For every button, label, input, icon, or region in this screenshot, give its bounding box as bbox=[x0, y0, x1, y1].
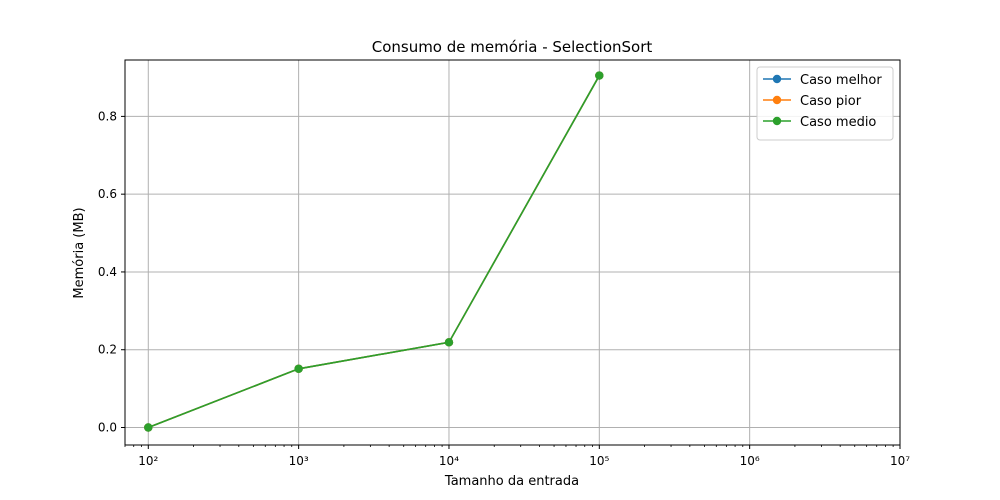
legend: Caso melhor Caso pior Caso medio bbox=[756, 66, 894, 141]
series-line bbox=[147, 75, 601, 429]
y-tick-label: 0.2 bbox=[98, 343, 117, 357]
series-line bbox=[147, 75, 601, 429]
x-tick-label: 10⁴ bbox=[439, 454, 459, 468]
x-axis-label: Tamanho da entrada bbox=[444, 474, 579, 489]
data-point bbox=[595, 71, 604, 80]
legend-swatch-marker bbox=[772, 74, 782, 84]
series-caso-pior bbox=[144, 71, 604, 432]
y-tick-label: 0.0 bbox=[98, 421, 117, 435]
series-caso-medio bbox=[144, 71, 604, 432]
x-tick-label: 10⁶ bbox=[740, 454, 760, 468]
y-tick-label: 0.4 bbox=[98, 265, 117, 279]
y-axis-label: Memória (MB) bbox=[72, 207, 87, 298]
y-tick-label: 0.6 bbox=[98, 187, 117, 201]
legend-swatch-marker bbox=[772, 116, 782, 126]
series-lines bbox=[144, 71, 604, 432]
legend-label: Caso melhor bbox=[800, 73, 882, 88]
series-line bbox=[147, 75, 601, 429]
data-point bbox=[444, 338, 454, 347]
axis-ticks: 10² 10³ 10⁴ 10⁵ 10⁶ 10⁷ 0.0 0.2 0.4 0.6 0.8 bbox=[98, 109, 910, 468]
chart-title: Consumo de memória - SelectionSort bbox=[372, 38, 653, 56]
data-point bbox=[294, 364, 303, 373]
x-tick-label: 10³ bbox=[289, 454, 309, 468]
plot-frame bbox=[124, 59, 901, 446]
y-tick-label: 0.8 bbox=[98, 109, 117, 123]
data-point bbox=[144, 423, 153, 432]
legend-swatch-marker bbox=[772, 95, 782, 105]
x-tick-label: 10⁷ bbox=[890, 454, 910, 468]
x-tick-label: 10⁵ bbox=[589, 454, 609, 468]
legend-label: Caso medio bbox=[800, 115, 876, 130]
x-tick-label: 10² bbox=[138, 454, 158, 468]
series-caso-melhor bbox=[144, 71, 604, 432]
legend-label: Caso pior bbox=[800, 94, 862, 109]
